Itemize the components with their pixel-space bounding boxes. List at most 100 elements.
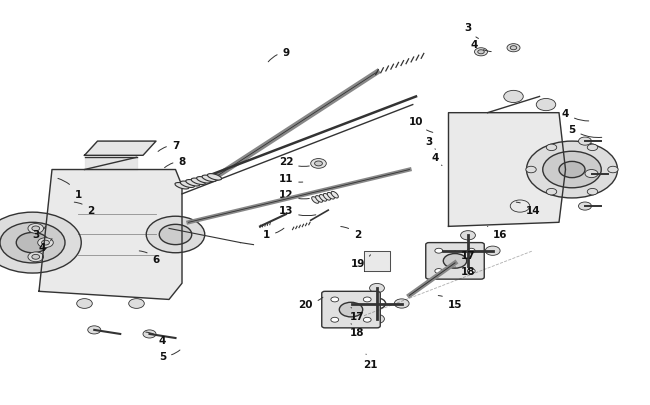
Text: 3: 3 [32,227,46,240]
Text: 22: 22 [279,157,309,167]
Polygon shape [84,158,136,170]
Circle shape [77,299,92,309]
Text: 17: 17 [350,308,365,321]
Text: 5: 5 [159,350,180,361]
Circle shape [436,247,450,256]
Text: 4: 4 [432,153,442,166]
Ellipse shape [191,179,205,185]
Text: 3: 3 [425,137,436,150]
Circle shape [146,217,205,253]
Text: 10: 10 [409,117,433,133]
Circle shape [504,91,523,103]
Circle shape [546,145,556,151]
Text: 5: 5 [568,125,602,138]
Circle shape [345,299,359,308]
Circle shape [435,249,443,254]
Text: 4: 4 [146,332,166,345]
FancyBboxPatch shape [322,292,380,328]
Circle shape [370,284,384,293]
Circle shape [129,299,144,309]
Circle shape [588,145,598,151]
Text: 11: 11 [279,173,303,183]
Text: 20: 20 [298,298,323,309]
Circle shape [159,225,192,245]
Text: 19: 19 [350,255,370,268]
Circle shape [32,226,40,231]
Text: 2: 2 [74,202,95,215]
Circle shape [28,252,44,262]
Circle shape [588,189,598,196]
Circle shape [467,249,475,254]
Text: 12: 12 [279,190,309,199]
Text: 4: 4 [562,109,589,122]
Circle shape [28,224,44,234]
Circle shape [478,51,484,55]
Ellipse shape [207,174,222,181]
Ellipse shape [319,195,327,202]
Text: 21: 21 [363,354,378,369]
Circle shape [526,142,618,198]
Circle shape [370,315,384,324]
Circle shape [363,297,371,302]
Circle shape [435,269,443,274]
Circle shape [315,162,322,166]
Circle shape [526,167,536,173]
Ellipse shape [181,181,194,188]
Text: 6: 6 [139,251,160,264]
Ellipse shape [311,197,319,204]
Circle shape [443,254,467,269]
Ellipse shape [331,192,339,198]
Circle shape [559,162,585,178]
Circle shape [0,213,81,273]
Polygon shape [448,113,566,227]
Circle shape [474,49,488,57]
Text: 2: 2 [341,227,361,240]
Circle shape [38,238,53,248]
Polygon shape [364,251,390,271]
Text: 4: 4 [38,239,52,252]
Circle shape [0,223,65,263]
Circle shape [32,255,40,260]
Text: 9: 9 [268,48,289,63]
Text: 14: 14 [516,202,540,215]
Text: 18: 18 [350,324,365,337]
Circle shape [486,247,500,256]
Text: 4: 4 [471,40,491,53]
Circle shape [363,318,371,322]
Circle shape [585,170,598,178]
Circle shape [311,159,326,169]
Ellipse shape [197,177,211,183]
Text: 17: 17 [455,250,475,260]
Circle shape [42,241,49,245]
Ellipse shape [186,180,200,187]
Ellipse shape [327,193,335,200]
Ellipse shape [323,194,331,200]
Circle shape [339,303,363,317]
Text: 1: 1 [58,179,82,199]
Circle shape [536,99,556,111]
Ellipse shape [175,183,189,190]
Text: 8: 8 [164,157,186,168]
Text: 3: 3 [464,23,478,39]
Circle shape [143,330,156,338]
Circle shape [88,326,101,334]
Polygon shape [84,142,156,156]
Text: 7: 7 [158,141,179,152]
Circle shape [608,167,618,173]
Circle shape [331,318,339,322]
Circle shape [331,297,339,302]
Circle shape [461,231,475,240]
Circle shape [578,202,592,211]
Circle shape [467,269,475,274]
Circle shape [395,299,409,308]
Circle shape [546,189,556,196]
Circle shape [16,233,49,253]
Ellipse shape [315,196,323,203]
Text: 13: 13 [279,206,316,216]
FancyBboxPatch shape [426,243,484,279]
Polygon shape [39,170,182,300]
Circle shape [507,45,520,53]
Text: 1: 1 [263,229,284,240]
Text: 16: 16 [488,227,508,240]
Text: 18: 18 [455,266,475,276]
